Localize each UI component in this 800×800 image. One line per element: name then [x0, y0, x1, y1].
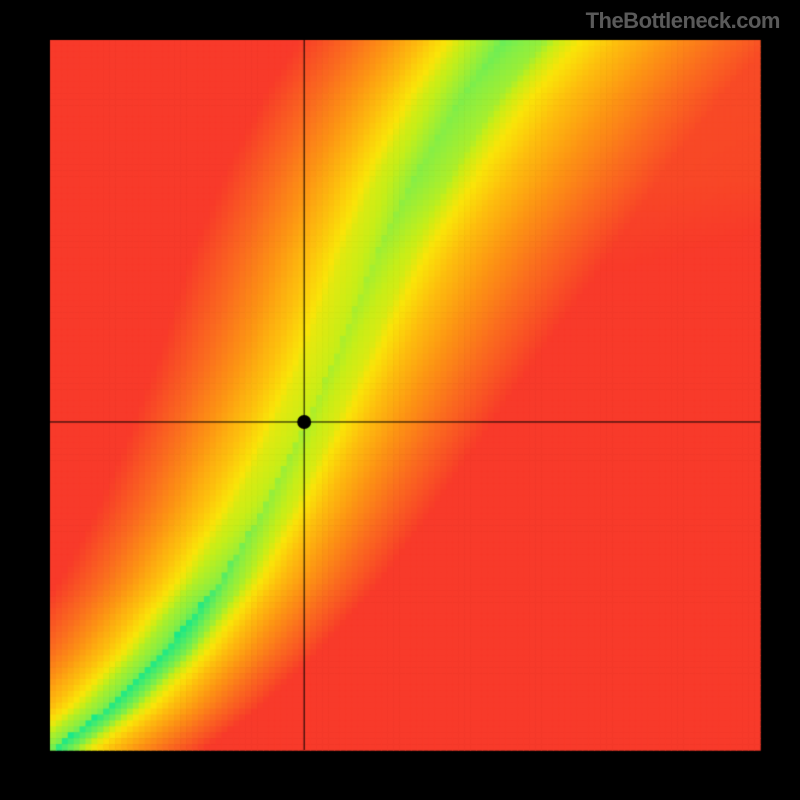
watermark-text: TheBottleneck.com [586, 8, 780, 34]
chart-container: TheBottleneck.com [0, 0, 800, 800]
bottleneck-heatmap [0, 0, 800, 800]
